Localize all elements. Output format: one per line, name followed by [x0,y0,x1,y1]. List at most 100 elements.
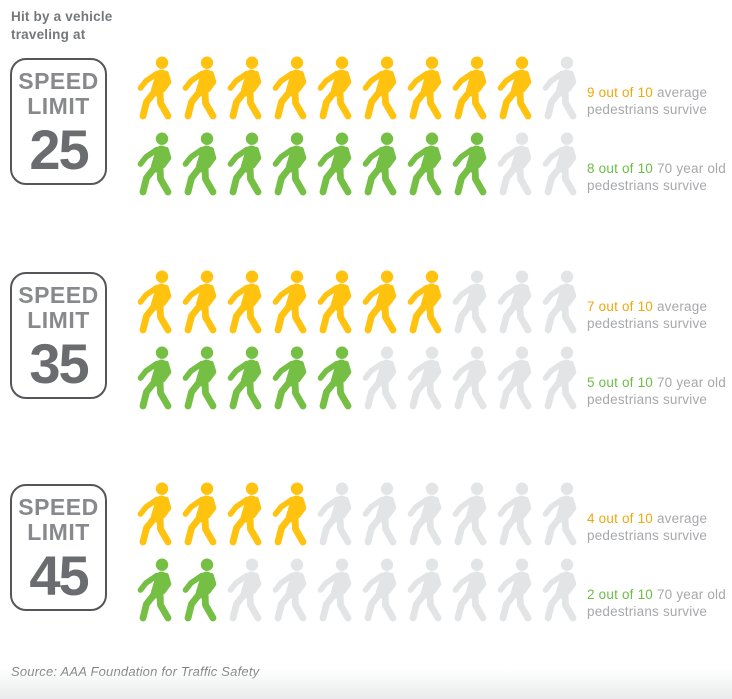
pedestrian-survive-icon [133,482,176,546]
pedestrian-fatality-icon [538,346,581,410]
pictogram-row: 9 out of 10 average pedestrians survive [133,55,732,121]
pedestrian-survive-icon [358,56,401,120]
pedestrian-survive-icon [223,56,266,120]
pedestrian-survive-icon [223,132,266,196]
row-label-rest: average pedestrians survive [587,510,708,544]
pictogram-rows: 9 out of 10 average pedestrians survive … [133,55,732,197]
speed-limit-sign: SPEED LIMIT 35 [10,272,107,399]
pedestrian-survive-icon [133,346,176,410]
pictogram-icons [133,131,581,197]
pedestrian-fatality-icon [493,346,536,410]
pedestrian-fatality-icon [448,346,491,410]
pedestrian-survive-icon [268,270,311,334]
pedestrian-fatality-icon [448,270,491,334]
sign-word-limit: LIMIT [27,307,90,333]
pictogram-icons [133,55,581,121]
pedestrian-fatality-icon [493,270,536,334]
pedestrian-survive-icon [178,558,221,622]
pedestrian-survive-icon [223,482,266,546]
sign-word-limit: LIMIT [27,519,90,545]
pedestrian-survive-icon [313,56,356,120]
pictogram-icons [133,557,581,623]
sign-word-speed: SPEED [18,68,99,94]
sign-word-limit: LIMIT [27,93,90,119]
sign-number: 35 [29,332,89,395]
source-note: Source: AAA Foundation for Traffic Safet… [11,664,260,679]
pedestrian-fatality-icon [403,482,446,546]
pictogram-icons [133,481,581,547]
row-label: 5 out of 10 70 year old pedestrians surv… [587,374,732,409]
pedestrian-fatality-icon [358,482,401,546]
pedestrian-survive-icon [358,270,401,334]
pictogram-row: 4 out of 10 average pedestrians survive [133,481,732,547]
row-label: 8 out of 10 70 year old pedestrians surv… [587,160,732,195]
pedestrian-fatality-icon [538,558,581,622]
pedestrian-survive-icon [178,270,221,334]
pedestrian-fatality-icon [538,482,581,546]
row-label: 7 out of 10 average pedestrians survive [587,298,732,333]
row-label-value: 5 out of 10 [587,374,654,390]
speed-section: SPEED LIMIT 25 9 out of 10 average pedes… [10,55,732,197]
row-label-rest: average pedestrians survive [587,84,708,118]
pictogram-rows: 4 out of 10 average pedestrians survive … [133,481,732,623]
pedestrian-survive-icon [178,132,221,196]
speed-limit-sign: SPEED LIMIT 25 [10,58,107,185]
pedestrian-fatality-icon [538,132,581,196]
pedestrian-fatality-icon [223,558,266,622]
pedestrian-survive-icon [403,270,446,334]
pedestrian-fatality-icon [448,482,491,546]
row-label-rest: average pedestrians survive [587,298,708,332]
pedestrian-survive-icon [223,346,266,410]
pedestrian-fatality-icon [538,270,581,334]
pedestrian-survive-icon [133,558,176,622]
pedestrian-fatality-icon [313,558,356,622]
pedestrian-survive-icon [268,56,311,120]
pedestrian-survive-icon [448,132,491,196]
row-label-value: 9 out of 10 [587,84,654,100]
pedestrian-survive-icon [178,482,221,546]
pedestrian-survive-icon [448,56,491,120]
pictogram-icons [133,345,581,411]
row-label-value: 2 out of 10 [587,586,654,602]
sign-number: 25 [29,118,89,181]
pedestrian-survive-icon [133,132,176,196]
pedestrian-fatality-icon [403,558,446,622]
pedestrian-survive-icon [403,56,446,120]
pedestrian-survive-icon [133,270,176,334]
pictogram-row: 7 out of 10 average pedestrians survive [133,269,732,335]
row-label: 2 out of 10 70 year old pedestrians surv… [587,586,732,621]
pictogram-rows: 7 out of 10 average pedestrians survive … [133,269,732,411]
sign-word-speed: SPEED [18,282,99,308]
row-label: 9 out of 10 average pedestrians survive [587,84,732,119]
pedestrian-survive-icon [358,132,401,196]
pedestrian-fatality-icon [538,56,581,120]
page-title: Hit by a vehicle traveling at [11,9,113,42]
row-label-rest: 70 year old pedestrians survive [587,586,726,620]
row-label-rest: 70 year old pedestrians survive [587,160,726,194]
pedestrian-survive-icon [268,132,311,196]
pedestrian-survive-icon [268,346,311,410]
pictogram-icons [133,269,581,335]
pedestrian-survive-icon [313,270,356,334]
pedestrian-fatality-icon [268,558,311,622]
row-label-value: 7 out of 10 [587,298,654,314]
sign-number: 45 [29,544,89,607]
sign-word-speed: SPEED [18,494,99,520]
pedestrian-survive-icon [313,346,356,410]
pedestrian-fatality-icon [358,346,401,410]
pedestrian-survive-icon [268,482,311,546]
pedestrian-fatality-icon [448,558,491,622]
pictogram-row: 8 out of 10 70 year old pedestrians surv… [133,131,732,197]
pedestrian-fatality-icon [493,132,536,196]
pedestrian-fatality-icon [358,558,401,622]
pedestrian-survive-icon [493,56,536,120]
pedestrian-survive-icon [223,270,266,334]
row-label: 4 out of 10 average pedestrians survive [587,510,732,545]
pedestrian-fatality-icon [493,558,536,622]
pedestrian-fatality-icon [403,346,446,410]
speed-section: SPEED LIMIT 35 7 out of 10 average pedes… [10,269,732,411]
pedestrian-survive-icon [178,346,221,410]
pedestrian-survive-icon [313,132,356,196]
pedestrian-fatality-icon [493,482,536,546]
